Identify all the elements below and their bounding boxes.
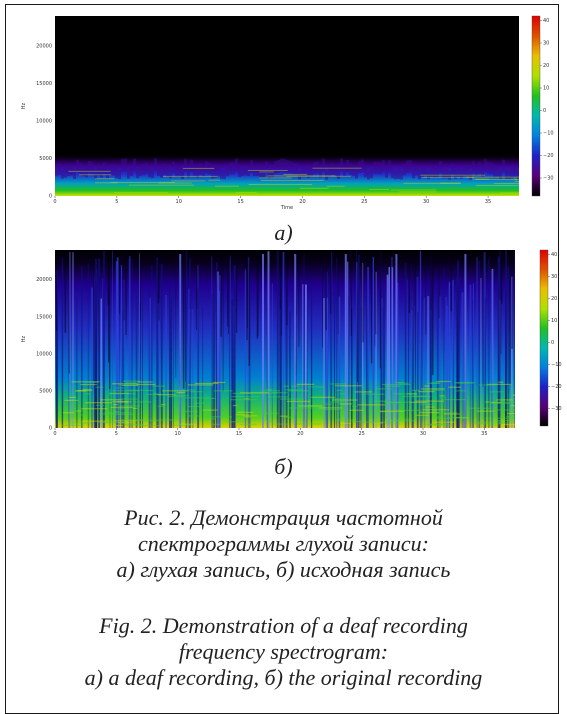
caption-en-line-1: Fig. 2. Demonstration of a deaf recordin… [99, 613, 468, 638]
x-tick-label: 20 [299, 199, 305, 205]
x-tick-label: 5 [115, 199, 118, 205]
y-tick-label: 0 [49, 426, 52, 432]
axes: 0 5000 10000 15000 20000 0 5 10 15 20 25 30 35 Hz [21, 277, 488, 437]
colorbar-tick-label: 20 [543, 63, 549, 69]
x-tick-label: 5 [115, 431, 118, 437]
panel-a-label: а) [274, 220, 293, 245]
colorbar-tick-label: −10 [543, 131, 554, 137]
spectrogram-texture [55, 250, 515, 428]
caption-en: Fig. 2. Demonstration of a deaf recordin… [0, 613, 567, 691]
colorbar-tick-label: 10 [551, 318, 557, 324]
caption-ru-line-3: а) глухая запись, б) исходная запись [116, 557, 451, 582]
x-tick-label: 35 [481, 431, 487, 437]
caption-en-line-2: frequency spectrogram: [178, 639, 389, 664]
colorbar [531, 15, 541, 197]
caption-en-line-3: a) a deaf recording, б) the original rec… [84, 665, 483, 690]
x-axis-label: Time [280, 205, 293, 211]
y-tick-label: 0 [49, 194, 52, 200]
panel-b-label: б) [274, 454, 293, 479]
colorbar-tick-label: −20 [543, 153, 554, 159]
y-tick-label: 10000 [36, 351, 52, 357]
spectrogram-panel-a: 0 5000 10000 15000 20000 0 5 10 15 20 25 30 35 Hz Time… [21, 15, 554, 212]
y-tick-label: 20000 [36, 44, 52, 50]
caption-ru: Рис. 2. Демонстрация частотной спектрогр… [0, 505, 567, 583]
y-tick-label: 15000 [36, 81, 52, 87]
x-tick-label: 15 [237, 199, 243, 205]
colorbar-tick-label: −30 [551, 406, 562, 412]
y-tick-label: 10000 [36, 119, 52, 125]
colorbar-tick-label: 30 [551, 274, 557, 280]
colorbar-tick-label: 30 [543, 41, 549, 47]
spectrogram-texture [55, 158, 519, 194]
x-tick-label: 30 [420, 431, 426, 437]
colorbar-tick-label: 20 [551, 296, 557, 302]
y-tick-label: 5000 [39, 388, 52, 394]
x-tick-label: 0 [53, 431, 56, 437]
x-tick-label: 0 [53, 199, 56, 205]
axes: 0 5000 10000 15000 20000 0 5 10 15 20 25 30 35 Hz Time [21, 44, 491, 212]
caption-ru-line-1: Рис. 2. Демонстрация частотной [124, 505, 443, 530]
colorbar-tick-label: 0 [543, 108, 546, 114]
colorbar-tick-label: 0 [551, 340, 554, 346]
x-tick-label: 15 [236, 431, 242, 437]
caption-ru-line-2: спектрограммы глухой записи: [138, 531, 429, 556]
colorbar-tick-label: 10 [543, 86, 549, 92]
colorbar [539, 249, 549, 427]
x-tick-label: 25 [358, 431, 364, 437]
colorbar-tick-label: 40 [543, 18, 549, 24]
x-tick-label: 30 [423, 199, 429, 205]
x-tick-label: 35 [485, 199, 491, 205]
y-tick-label: 15000 [36, 314, 52, 320]
y-tick-label: 5000 [39, 156, 52, 162]
x-tick-label: 10 [174, 431, 180, 437]
x-tick-label: 20 [297, 431, 303, 437]
y-axis-label: Hz [21, 335, 27, 342]
colorbar-tick-label: 40 [551, 252, 557, 258]
colorbar-tick-label: −30 [543, 176, 554, 182]
colorbar-tick-label: −20 [551, 384, 562, 390]
x-tick-label: 25 [361, 199, 367, 205]
y-tick-label: 20000 [36, 277, 52, 283]
x-tick-label: 10 [176, 199, 182, 205]
colorbar-tick-label: −10 [551, 362, 562, 368]
spectrogram-panel-b: 0 5000 10000 15000 20000 0 5 10 15 20 25 30 35 Hz 40 30… [21, 249, 562, 437]
y-axis-label: Hz [21, 102, 27, 109]
